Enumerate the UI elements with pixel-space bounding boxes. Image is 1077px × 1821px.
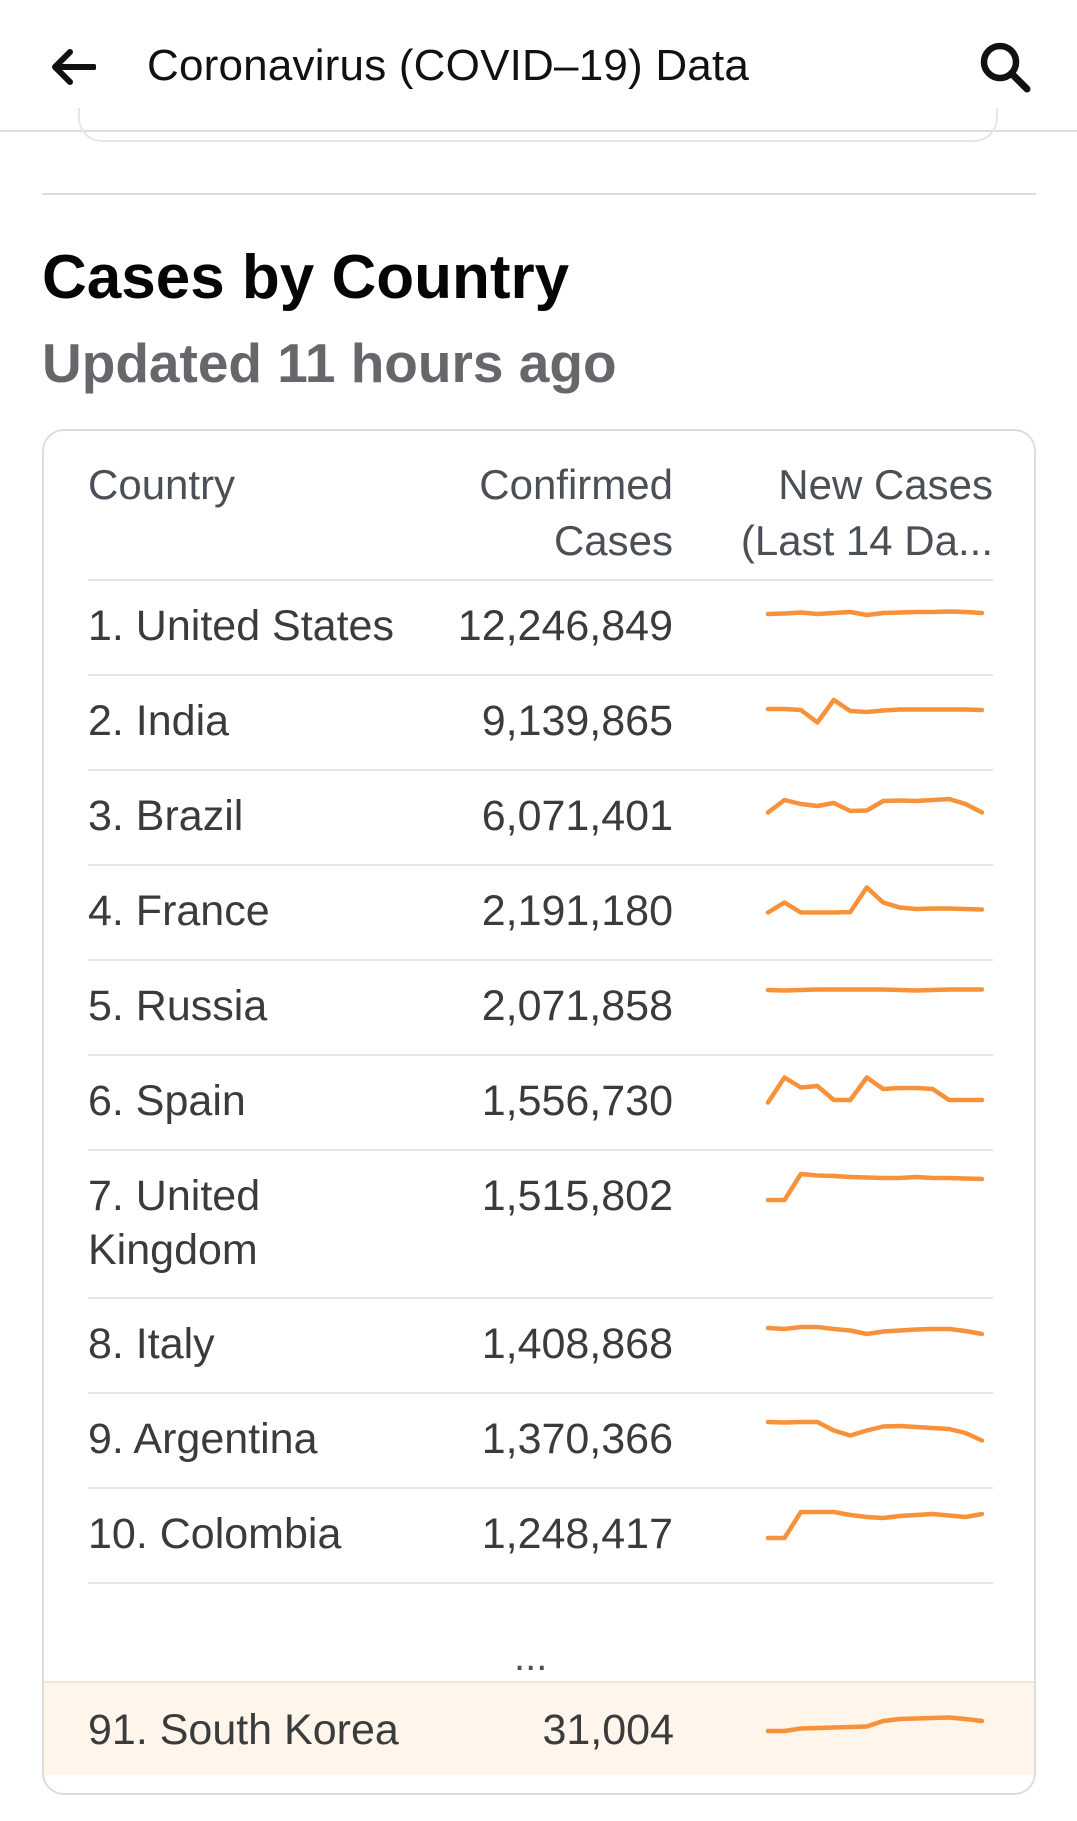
new-cases-sparkline — [765, 1075, 985, 1105]
new-cases-sparkline — [765, 1419, 985, 1443]
table-header: Country Confirmed Cases New Cases (Last … — [88, 457, 993, 581]
sparkline-path — [765, 1715, 985, 1734]
updated-timestamp: Updated 11 hours ago — [42, 332, 617, 394]
new-cases-sparkline — [765, 1324, 985, 1337]
country-name: 10. Colombia — [88, 1510, 342, 1558]
column-header-confirmed: Confirmed Cases — [413, 457, 673, 569]
previous-card-edge — [78, 108, 998, 142]
back-button[interactable] — [40, 34, 106, 100]
table-row[interactable]: 4. France 2,191,180 — [88, 866, 993, 961]
table-row[interactable]: 6. Spain 1,556,730 — [88, 1056, 993, 1151]
confirmed-cases: 1,515,802 — [481, 1172, 673, 1220]
column-header-confirmed-line2: Cases — [553, 517, 673, 564]
confirmed-cases: 6,071,401 — [481, 792, 673, 840]
highlighted-country-row[interactable]: 91. South Korea 31,004 — [44, 1681, 1034, 1775]
country-name: 5. Russia — [88, 982, 268, 1030]
arrow-left-icon — [52, 49, 96, 85]
new-cases-sparkline — [765, 1715, 985, 1734]
column-header-new-line1: New Cases — [778, 461, 993, 508]
confirmed-cases: 1,556,730 — [481, 1077, 673, 1125]
more-rows-indicator[interactable]: ... — [44, 1601, 1034, 1711]
new-cases-sparkline — [765, 885, 985, 915]
table-body: 1. United States 12,246,849 2. India 9,139,… — [88, 581, 993, 1584]
country-name: 6. Spain — [88, 1077, 246, 1125]
new-cases-sparkline — [765, 987, 985, 993]
column-header-confirmed-line1: Confirmed — [479, 461, 673, 508]
section-divider — [42, 193, 1036, 195]
column-header-country: Country — [88, 461, 236, 508]
new-cases-sparkline — [765, 796, 985, 815]
country-name: 3. Brazil — [88, 792, 244, 840]
section-title: Cases by Country — [42, 243, 570, 312]
table-row[interactable]: 1. United States 12,246,849 — [88, 581, 993, 676]
table-row[interactable]: 3. Brazil 6,071,401 — [88, 771, 993, 866]
sparkline-path — [765, 1509, 985, 1541]
search-icon — [980, 42, 1031, 93]
sparkline-path — [765, 885, 985, 915]
app-bar: Coronavirus (COVID–19) Data — [0, 0, 1077, 132]
country-name: 4. France — [88, 887, 270, 935]
confirmed-cases: 1,248,417 — [481, 1510, 673, 1558]
table-row[interactable]: 9. Argentina 1,370,366 — [88, 1394, 993, 1489]
confirmed-cases: 1,370,366 — [481, 1415, 673, 1463]
table-row[interactable]: 5. Russia 2,071,858 — [88, 961, 993, 1056]
sparkline-path — [765, 609, 985, 618]
ellipsis: ... — [514, 1635, 548, 1679]
country-name: 9. Argentina — [88, 1415, 318, 1463]
new-cases-sparkline — [765, 609, 985, 618]
new-cases-sparkline — [765, 1171, 985, 1203]
app-bar-title: Coronavirus (COVID–19) Data — [147, 41, 750, 90]
sparkline-path — [765, 987, 985, 993]
confirmed-cases: 1,408,868 — [481, 1320, 673, 1368]
confirmed-cases: 12,246,849 — [457, 602, 673, 650]
sparkline-path — [765, 1075, 985, 1105]
sparkline-path — [765, 796, 985, 815]
cases-table-card: Country Confirmed Cases New Cases (Last … — [42, 429, 1036, 1795]
table-row[interactable]: 10. Colombia 1,248,417 — [88, 1489, 993, 1584]
country-name: 2. India — [88, 697, 230, 745]
sparkline-path — [765, 1171, 985, 1203]
country-name: 91. South Korea — [88, 1706, 399, 1754]
column-header-new-line2: (Last 14 Da... — [740, 517, 993, 564]
country-name: 7. United Kingdom — [88, 1172, 261, 1274]
confirmed-cases: 2,191,180 — [481, 887, 673, 935]
table-row[interactable]: 7. United Kingdom 1,515,802 — [88, 1151, 993, 1299]
confirmed-cases: 2,071,858 — [481, 982, 673, 1030]
column-header-new-cases: New Cases (Last 14 Da... — [708, 457, 993, 569]
confirmed-cases: 31,004 — [542, 1706, 674, 1754]
country-name: 8. Italy — [88, 1320, 215, 1368]
search-button[interactable] — [970, 32, 1040, 102]
table-row[interactable]: 8. Italy 1,408,868 — [88, 1299, 993, 1394]
sparkline-path — [765, 697, 985, 725]
table-row[interactable]: 2. India 9,139,865 — [88, 676, 993, 771]
new-cases-sparkline — [765, 1509, 985, 1541]
sparkline-path — [765, 1324, 985, 1337]
country-name: 1. United States — [88, 602, 394, 650]
sparkline-path — [765, 1419, 985, 1443]
confirmed-cases: 9,139,865 — [481, 697, 673, 745]
new-cases-sparkline — [765, 697, 985, 725]
